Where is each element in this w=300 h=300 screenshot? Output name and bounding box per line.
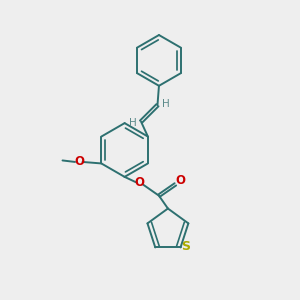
Text: H: H [129, 118, 136, 128]
Text: O: O [176, 174, 186, 187]
Text: H: H [162, 99, 170, 109]
Text: S: S [182, 240, 190, 253]
Text: O: O [134, 176, 145, 189]
Text: O: O [74, 155, 84, 168]
